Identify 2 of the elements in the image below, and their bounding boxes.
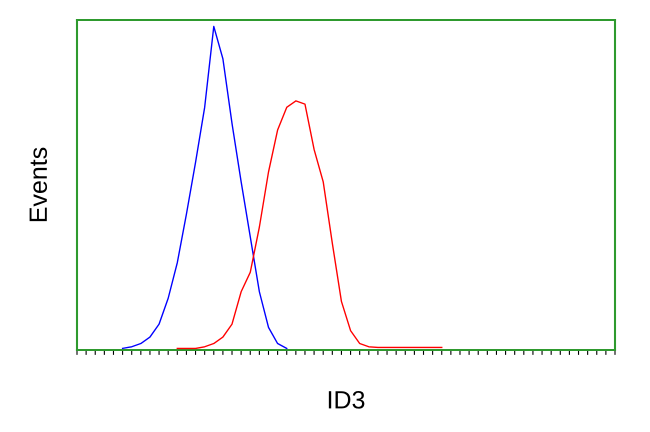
x-axis-title: ID3 bbox=[328, 390, 364, 409]
y-axis-title: Events bbox=[30, 148, 48, 222]
